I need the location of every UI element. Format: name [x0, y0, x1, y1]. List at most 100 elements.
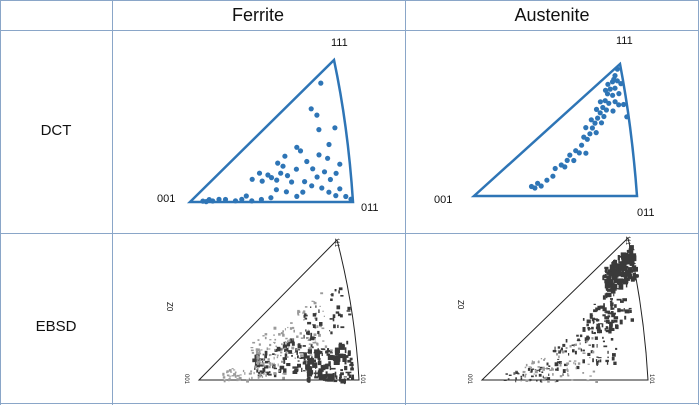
ebsd-austenite-grain — [566, 369, 569, 373]
ebsd-austenite-grain — [606, 361, 609, 365]
ebsd-ferrite-grain — [318, 333, 321, 337]
ebsd-austenite-grain — [605, 310, 611, 314]
ebsd-ferrite-grain — [308, 367, 313, 372]
ebsd-ferrite-grain — [309, 354, 313, 356]
ebsd-ferrite-grain — [294, 357, 296, 359]
ebsd-austenite-grain — [602, 336, 604, 339]
ebsd-ferrite-grain — [270, 363, 272, 367]
dct-austenite-point — [592, 120, 598, 126]
dct-ferrite-point — [304, 158, 310, 165]
ebsd-austenite-grain — [624, 276, 628, 280]
ebsd-ferrite-grain — [303, 310, 306, 314]
ebsd-austenite-grain — [530, 368, 533, 372]
ebsd-austenite-grain — [547, 368, 550, 370]
dct-ferrite-point — [333, 193, 339, 199]
ebsd-ferrite-grain — [318, 376, 325, 381]
ebsd-austenite-grain — [610, 305, 613, 310]
dct-ferrite-point — [293, 166, 299, 172]
dct-austenite-point — [544, 177, 550, 183]
ebsd-ferrite-grain — [250, 370, 253, 373]
ebsd-austenite-grain — [552, 373, 554, 376]
ebsd-austenite-grain — [547, 377, 551, 380]
ebsd-austenite-grain — [613, 361, 617, 365]
ebsd-austenite-grain — [628, 261, 635, 265]
ebsd-austenite-grain — [618, 309, 624, 312]
ebsd-ferrite-grain — [307, 321, 312, 325]
ebsd-ferrite-grain — [259, 359, 261, 361]
ebsd-austenite-grain — [615, 347, 618, 350]
ebsd-austenite-grain — [623, 264, 627, 268]
ebsd-ferrite-grain — [267, 358, 270, 361]
ebsd-austenite-grain — [609, 300, 612, 303]
ebsd-austenite-grain — [562, 369, 566, 373]
ebsd-ferrite-grain — [250, 349, 254, 352]
dct-austenite-point — [618, 81, 624, 87]
dct-ferrite-point — [243, 193, 249, 199]
ebsd-ferrite-grain — [338, 344, 344, 349]
ebsd-austenite-grain — [587, 363, 590, 365]
ebsd-austenite-grain — [622, 281, 629, 284]
dct-ferrite-point — [316, 152, 322, 158]
ebsd-ferrite-grain — [320, 365, 325, 367]
ebsd-austenite-label-z0: Z0 — [456, 300, 465, 310]
ebsd-austenite-grain — [564, 363, 568, 367]
dct-ferrite-label-111: 111 — [331, 37, 348, 49]
ebsd-austenite-grain — [599, 305, 605, 309]
ebsd-austenite-grain — [560, 349, 562, 353]
ebsd-ferrite-grain — [223, 379, 226, 383]
dct-ferrite-label-001: 001 — [157, 193, 175, 205]
ebsd-austenite-grain — [611, 356, 615, 361]
ebsd-ferrite-grain — [231, 375, 235, 377]
dct-austenite-point — [535, 180, 541, 186]
ebsd-austenite-grain — [625, 283, 628, 288]
dct-austenite-point — [602, 87, 609, 93]
dct-ferrite-point — [337, 161, 343, 167]
ebsd-austenite-grain — [611, 283, 616, 287]
ebsd-ferrite-grain — [266, 347, 269, 351]
ebsd-austenite-grain — [574, 362, 577, 366]
ebsd-ferrite-grain — [282, 376, 285, 380]
ebsd-austenite-grain — [592, 370, 596, 373]
ebsd-ferrite-grain — [282, 344, 287, 349]
ebsd-ferrite-grain — [318, 309, 320, 313]
dct-austenite-point — [589, 125, 595, 131]
ebsd-ferrite-grain — [250, 347, 254, 349]
ebsd-austenite-pole-figure: 111 001 101 Z0 — [456, 236, 654, 385]
ebsd-austenite-grain — [595, 359, 598, 362]
ebsd-ferrite-grain — [263, 358, 265, 361]
ebsd-ferrite-grain — [278, 370, 281, 372]
ebsd-ferrite-grain — [321, 376, 325, 379]
ebsd-ferrite-grain — [317, 360, 322, 366]
ebsd-austenite-grain — [566, 362, 570, 365]
dct-austenite-point — [612, 99, 618, 105]
ebsd-austenite-grain — [533, 373, 535, 375]
ebsd-austenite-grain — [596, 327, 599, 331]
ebsd-austenite-grain — [584, 341, 587, 344]
ebsd-austenite-grain — [613, 270, 620, 275]
ebsd-ferrite-grain — [351, 377, 355, 381]
ebsd-austenite-grain — [629, 246, 632, 250]
ebsd-austenite-grain — [554, 380, 557, 383]
ebsd-austenite-grain — [577, 338, 580, 342]
ebsd-ferrite-grain — [330, 298, 333, 301]
dct-austenite-point — [612, 85, 618, 91]
ebsd-ferrite-grain — [291, 355, 293, 357]
ebsd-austenite-grain — [612, 261, 614, 266]
ebsd-austenite-grain — [596, 364, 598, 366]
ebsd-ferrite-grain — [339, 374, 342, 379]
ebsd-austenite-grain — [611, 312, 616, 318]
ebsd-ferrite-grain — [337, 324, 339, 328]
ebsd-ferrite-grain — [271, 362, 273, 366]
ebsd-austenite-grain — [604, 270, 608, 272]
ebsd-austenite-grain — [607, 350, 609, 354]
ebsd-austenite-grain — [586, 340, 589, 343]
ebsd-austenite-grain — [556, 361, 560, 363]
ebsd-austenite-grain — [618, 283, 624, 290]
ebsd-austenite-grain — [589, 328, 591, 330]
ebsd-austenite-grain — [613, 259, 618, 266]
ebsd-austenite-grain — [580, 348, 582, 352]
ebsd-austenite-grain — [622, 268, 628, 272]
ebsd-austenite-grain — [554, 362, 559, 367]
ebsd-austenite-grain — [614, 304, 617, 308]
ebsd-ferrite-grain — [322, 310, 324, 312]
